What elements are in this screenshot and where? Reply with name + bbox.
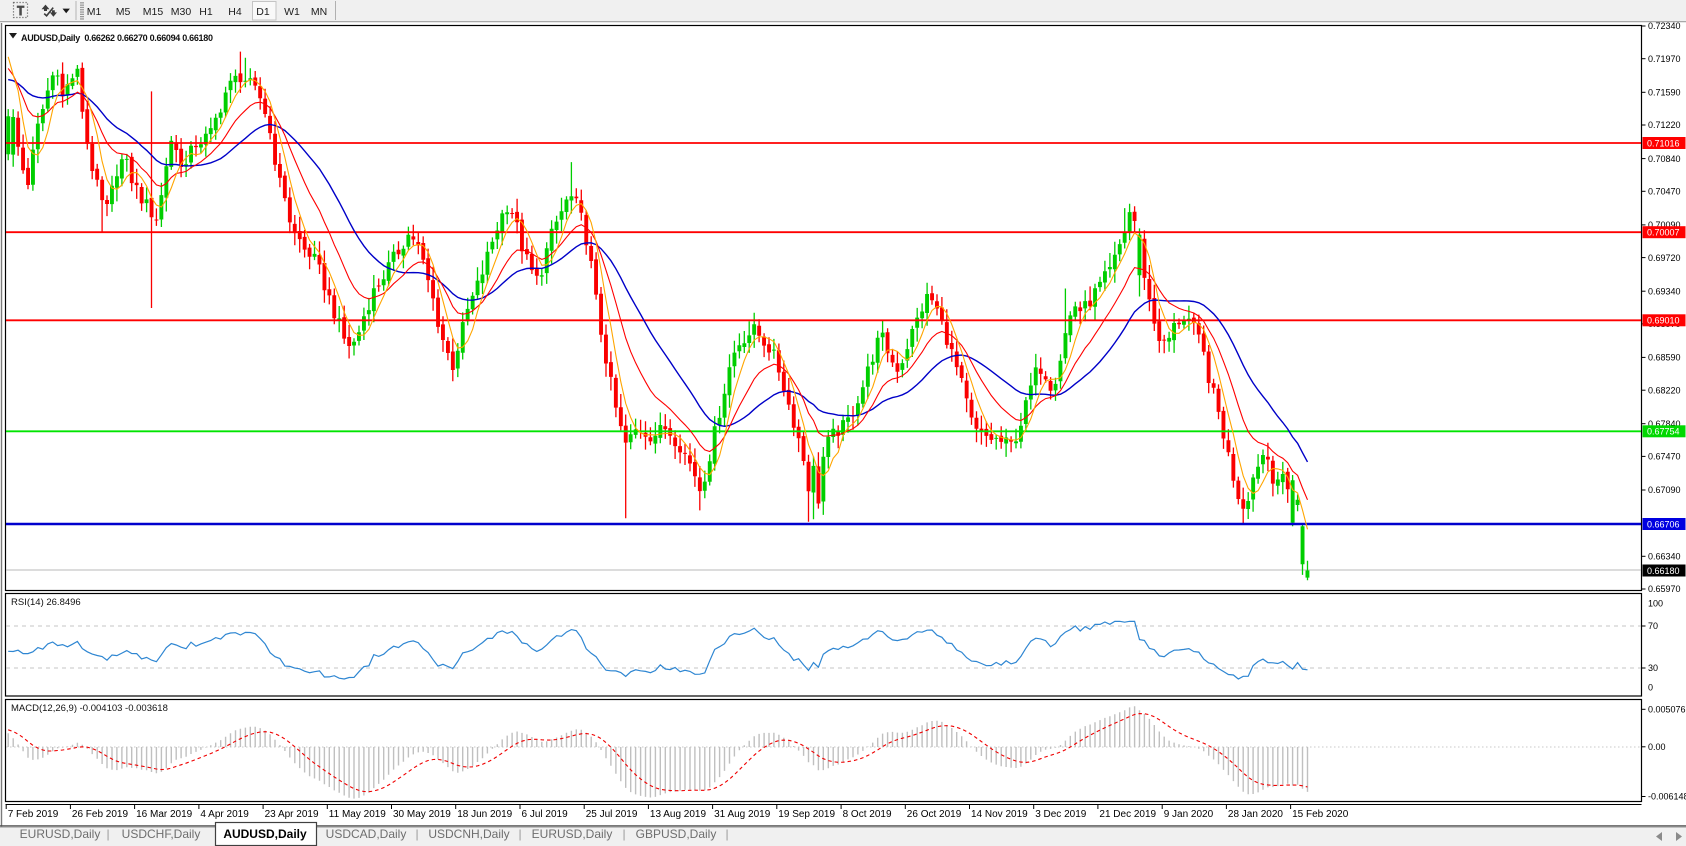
svg-text:0.71590: 0.71590 — [1648, 88, 1681, 98]
svg-text:USDCAD,Daily: USDCAD,Daily — [326, 827, 407, 841]
svg-text:M15: M15 — [143, 6, 164, 18]
svg-text:100: 100 — [1648, 599, 1663, 609]
svg-text:0.70090: 0.70090 — [1648, 220, 1681, 230]
svg-text:0.005076: 0.005076 — [1648, 705, 1686, 715]
svg-text:GBPUSD,Daily: GBPUSD,Daily — [636, 827, 717, 841]
svg-text:|: | — [518, 827, 521, 841]
svg-text:0.71016: 0.71016 — [1647, 138, 1680, 148]
svg-text:EURUSD,Daily: EURUSD,Daily — [532, 827, 613, 841]
svg-text:15 Feb 2020: 15 Feb 2020 — [1292, 809, 1349, 820]
svg-text:0.66706: 0.66706 — [1647, 519, 1680, 529]
svg-text:3 Dec 2019: 3 Dec 2019 — [1035, 809, 1087, 820]
svg-text:0.67090: 0.67090 — [1648, 485, 1681, 495]
svg-text:H4: H4 — [228, 6, 242, 18]
svg-text:-0.006148: -0.006148 — [1648, 792, 1686, 802]
svg-text:6 Jul 2019: 6 Jul 2019 — [522, 809, 569, 820]
svg-text:70: 70 — [1648, 621, 1658, 631]
svg-text:AUDUSD,Daily: AUDUSD,Daily — [223, 827, 307, 841]
svg-text:0.66180: 0.66180 — [1647, 566, 1680, 576]
svg-text:0.68590: 0.68590 — [1648, 353, 1681, 363]
svg-text:0.68220: 0.68220 — [1648, 385, 1681, 395]
svg-text:0.69340: 0.69340 — [1648, 286, 1681, 296]
svg-text:25 Jul 2019: 25 Jul 2019 — [586, 809, 638, 820]
svg-text:D1: D1 — [256, 6, 270, 18]
svg-text:0.70840: 0.70840 — [1648, 154, 1681, 164]
svg-text:14 Nov 2019: 14 Nov 2019 — [971, 809, 1028, 820]
svg-text:13 Aug 2019: 13 Aug 2019 — [650, 809, 707, 820]
svg-text:4 Apr 2019: 4 Apr 2019 — [200, 809, 249, 820]
svg-text:0.69720: 0.69720 — [1648, 253, 1681, 263]
svg-text:0.00: 0.00 — [1648, 742, 1666, 752]
svg-text:USDCHF,Daily: USDCHF,Daily — [122, 827, 201, 841]
svg-text:9 Jan 2020: 9 Jan 2020 — [1164, 809, 1214, 820]
svg-text:H1: H1 — [199, 6, 213, 18]
svg-text:21 Dec 2019: 21 Dec 2019 — [1099, 809, 1156, 820]
svg-text:28 Jan 2020: 28 Jan 2020 — [1228, 809, 1283, 820]
svg-text:W1: W1 — [284, 6, 300, 18]
svg-text:0.65970: 0.65970 — [1648, 584, 1681, 594]
svg-text:0.67470: 0.67470 — [1648, 452, 1681, 462]
svg-text:0.70470: 0.70470 — [1648, 187, 1681, 197]
svg-text:11 May 2019: 11 May 2019 — [329, 809, 387, 820]
svg-text:31 Aug 2019: 31 Aug 2019 — [714, 809, 771, 820]
svg-text:0.66340: 0.66340 — [1648, 552, 1681, 562]
svg-text:|: | — [622, 827, 625, 841]
svg-text:M5: M5 — [116, 6, 131, 18]
svg-text:0.71970: 0.71970 — [1648, 54, 1681, 64]
svg-text:RSI(14) 26.8496: RSI(14) 26.8496 — [11, 597, 81, 608]
svg-text:|: | — [106, 827, 109, 841]
svg-text:30: 30 — [1648, 663, 1658, 673]
svg-text:0.67840: 0.67840 — [1648, 419, 1681, 429]
svg-text:23 Apr 2019: 23 Apr 2019 — [265, 809, 319, 820]
svg-text:16 Mar 2019: 16 Mar 2019 — [136, 809, 193, 820]
svg-text:0.71220: 0.71220 — [1648, 120, 1681, 130]
svg-text:0.70007: 0.70007 — [1647, 228, 1680, 238]
svg-text:19 Sep 2019: 19 Sep 2019 — [778, 809, 835, 820]
svg-text:8 Oct 2019: 8 Oct 2019 — [843, 809, 892, 820]
svg-text:30 May 2019: 30 May 2019 — [393, 809, 451, 820]
svg-text:0.67754: 0.67754 — [1647, 427, 1680, 437]
svg-text:7 Feb 2019: 7 Feb 2019 — [8, 809, 59, 820]
svg-text:18 Jun 2019: 18 Jun 2019 — [457, 809, 512, 820]
svg-text:|: | — [725, 827, 728, 841]
svg-text:26 Feb 2019: 26 Feb 2019 — [72, 809, 129, 820]
svg-text:AUDUSD,Daily 0.66262 0.66270: AUDUSD,Daily 0.66262 0.66270 0.66094 0.6… — [21, 33, 213, 43]
svg-text:26 Oct 2019: 26 Oct 2019 — [907, 809, 962, 820]
svg-text:EURUSD,Daily: EURUSD,Daily — [20, 827, 101, 841]
svg-text:|: | — [415, 827, 418, 841]
svg-text:0.69010: 0.69010 — [1647, 316, 1680, 326]
svg-text:MACD(12,26,9) -0.004103 -0.003: MACD(12,26,9) -0.004103 -0.003618 — [11, 703, 168, 714]
svg-text:M1: M1 — [87, 6, 102, 18]
svg-text:M30: M30 — [171, 6, 192, 18]
svg-text:USDCNH,Daily: USDCNH,Daily — [428, 827, 509, 841]
svg-text:0: 0 — [1648, 683, 1653, 693]
svg-text:MN: MN — [311, 6, 327, 18]
svg-text:0.72340: 0.72340 — [1648, 21, 1681, 31]
